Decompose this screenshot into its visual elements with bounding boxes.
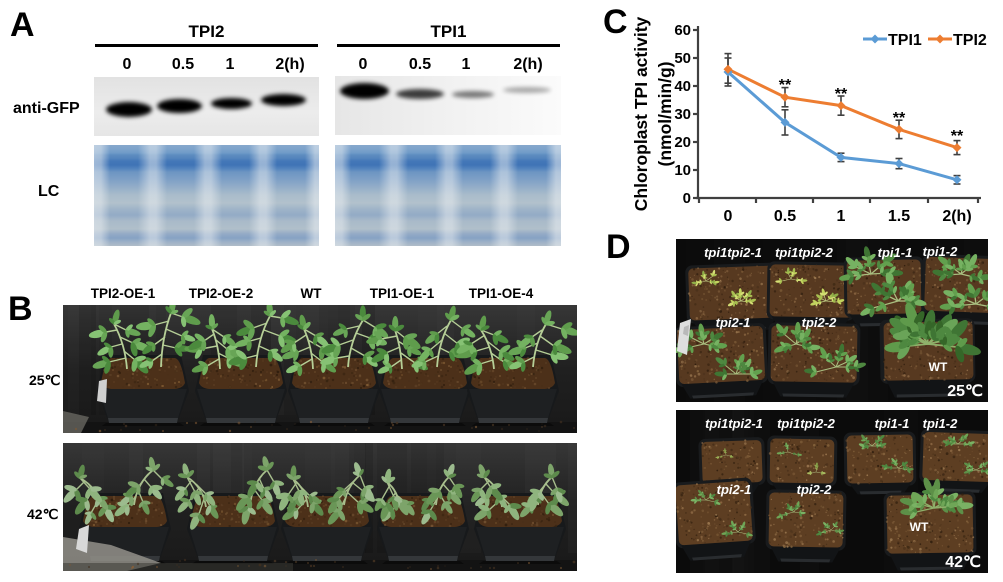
- svg-text:tpi2-2: tpi2-2: [797, 482, 832, 497]
- svg-text:60: 60: [674, 22, 691, 39]
- svg-text:tpi2-2: tpi2-2: [802, 315, 837, 330]
- svg-text:tpi1-1: tpi1-1: [875, 416, 910, 431]
- svg-text:tpi2-1: tpi2-1: [716, 315, 751, 330]
- svg-text:**: **: [893, 110, 906, 127]
- svg-text:1.5: 1.5: [888, 208, 910, 225]
- svg-text:tpi2-1: tpi2-1: [717, 482, 752, 497]
- svg-text:50: 50: [674, 50, 691, 67]
- svg-text:WT: WT: [929, 360, 948, 374]
- svg-text:2(h): 2(h): [942, 208, 971, 225]
- svg-text:42℃: 42℃: [945, 554, 981, 571]
- svg-text:0: 0: [683, 190, 691, 207]
- svg-text:0.5: 0.5: [774, 208, 796, 225]
- svg-text:25℃: 25℃: [947, 383, 983, 400]
- svg-text:20: 20: [674, 134, 691, 151]
- svg-text:tpi1tpi2-2: tpi1tpi2-2: [775, 245, 834, 260]
- svg-text:Chloroplast TPI activity: Chloroplast TPI activity: [631, 16, 651, 211]
- svg-text:tpi1-2: tpi1-2: [923, 416, 958, 431]
- svg-text:tpi1tpi2-1: tpi1tpi2-1: [705, 416, 763, 431]
- svg-text:**: **: [779, 77, 792, 94]
- svg-text:0: 0: [724, 208, 733, 225]
- svg-text:10: 10: [674, 162, 691, 179]
- svg-text:tpi1-2: tpi1-2: [923, 244, 958, 259]
- svg-text:tpi1tpi2-2: tpi1tpi2-2: [777, 416, 836, 431]
- svg-text:**: **: [835, 86, 848, 103]
- svg-text:1: 1: [837, 208, 846, 225]
- svg-text:30: 30: [674, 106, 691, 123]
- svg-text:WT: WT: [910, 520, 929, 534]
- svg-text:tpi1tpi2-1: tpi1tpi2-1: [704, 245, 762, 260]
- svg-text:40: 40: [674, 78, 691, 95]
- svg-text:tpi1-1: tpi1-1: [878, 245, 913, 260]
- svg-text:TPI2: TPI2: [953, 32, 987, 49]
- svg-text:TPI1: TPI1: [888, 32, 922, 49]
- svg-text:(nmol/min/g): (nmol/min/g): [655, 62, 675, 167]
